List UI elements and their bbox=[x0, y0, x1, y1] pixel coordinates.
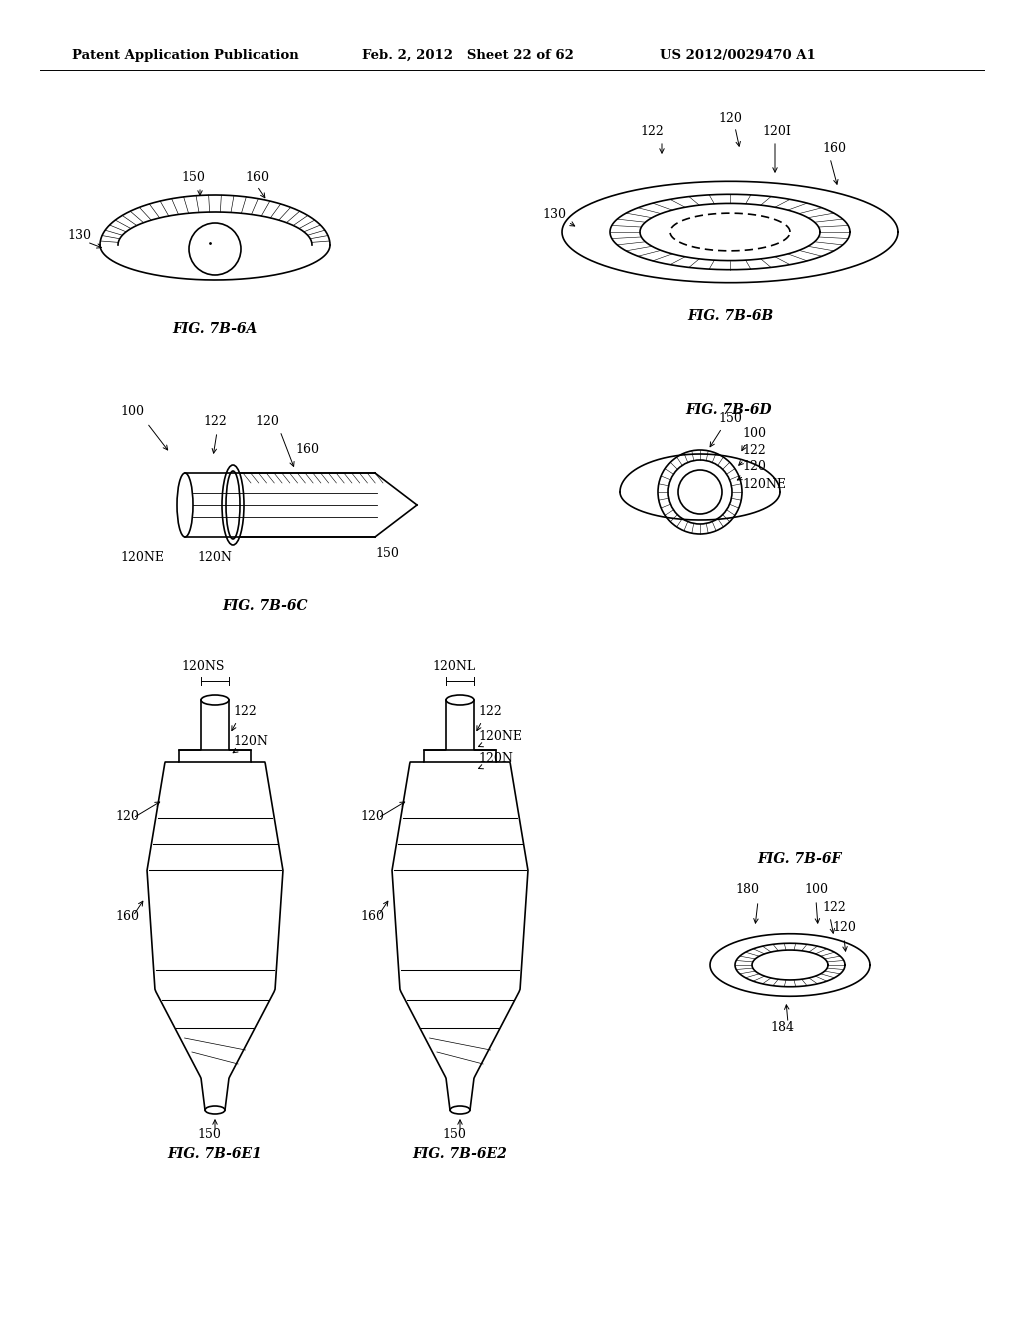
Text: 120N: 120N bbox=[478, 752, 513, 766]
Text: 120I: 120I bbox=[762, 125, 791, 139]
Ellipse shape bbox=[177, 473, 193, 537]
Text: 100: 100 bbox=[804, 883, 828, 896]
Ellipse shape bbox=[226, 471, 240, 539]
Text: 120: 120 bbox=[255, 414, 279, 428]
Text: 122: 122 bbox=[478, 705, 502, 718]
Text: 150: 150 bbox=[181, 172, 205, 183]
Text: FIG. 7B-6D: FIG. 7B-6D bbox=[685, 403, 771, 417]
Ellipse shape bbox=[446, 696, 474, 705]
Text: FIG. 7B-6F: FIG. 7B-6F bbox=[758, 851, 842, 866]
Text: 150: 150 bbox=[718, 412, 741, 425]
Text: 120NS: 120NS bbox=[181, 660, 224, 673]
Text: 160: 160 bbox=[115, 909, 139, 923]
Text: 120NE: 120NE bbox=[742, 478, 786, 491]
Text: 120: 120 bbox=[360, 810, 384, 822]
Text: 122: 122 bbox=[742, 444, 766, 457]
Text: 120: 120 bbox=[718, 112, 741, 125]
Text: 130: 130 bbox=[67, 228, 91, 242]
Text: 120: 120 bbox=[831, 921, 856, 935]
Text: 120NE: 120NE bbox=[478, 730, 522, 743]
Text: US 2012/0029470 A1: US 2012/0029470 A1 bbox=[660, 49, 816, 62]
Text: 120: 120 bbox=[742, 459, 766, 473]
Text: 100: 100 bbox=[120, 405, 144, 418]
Text: 120: 120 bbox=[115, 810, 139, 822]
Text: 160: 160 bbox=[360, 909, 384, 923]
Ellipse shape bbox=[450, 1106, 470, 1114]
Text: 120NE: 120NE bbox=[120, 550, 164, 564]
Text: FIG. 7B-6E2: FIG. 7B-6E2 bbox=[413, 1147, 507, 1162]
Text: 160: 160 bbox=[295, 444, 319, 455]
Text: 122: 122 bbox=[822, 902, 846, 913]
Ellipse shape bbox=[222, 465, 244, 545]
Text: 120NL: 120NL bbox=[432, 660, 475, 673]
Text: 150: 150 bbox=[197, 1129, 221, 1140]
Text: 120N: 120N bbox=[197, 550, 231, 564]
Text: FIG. 7B-6E1: FIG. 7B-6E1 bbox=[168, 1147, 262, 1162]
Text: FIG. 7B-6A: FIG. 7B-6A bbox=[172, 322, 258, 337]
Text: 180: 180 bbox=[735, 883, 759, 896]
Text: 160: 160 bbox=[245, 172, 269, 183]
Text: 150: 150 bbox=[375, 546, 399, 560]
Text: FIG. 7B-6B: FIG. 7B-6B bbox=[687, 309, 773, 323]
Text: Feb. 2, 2012   Sheet 22 of 62: Feb. 2, 2012 Sheet 22 of 62 bbox=[362, 49, 573, 62]
Text: 122: 122 bbox=[233, 705, 257, 718]
Ellipse shape bbox=[205, 1106, 225, 1114]
Text: 160: 160 bbox=[822, 143, 846, 154]
Text: Patent Application Publication: Patent Application Publication bbox=[72, 49, 299, 62]
Ellipse shape bbox=[201, 696, 229, 705]
Text: 100: 100 bbox=[742, 426, 766, 440]
Text: FIG. 7B-6C: FIG. 7B-6C bbox=[222, 599, 308, 612]
Text: 120N: 120N bbox=[233, 735, 268, 748]
Text: 184: 184 bbox=[770, 1020, 794, 1034]
Text: 130: 130 bbox=[542, 209, 566, 220]
Text: 150: 150 bbox=[442, 1129, 466, 1140]
Text: 122: 122 bbox=[640, 125, 664, 139]
Text: 122: 122 bbox=[203, 414, 226, 428]
